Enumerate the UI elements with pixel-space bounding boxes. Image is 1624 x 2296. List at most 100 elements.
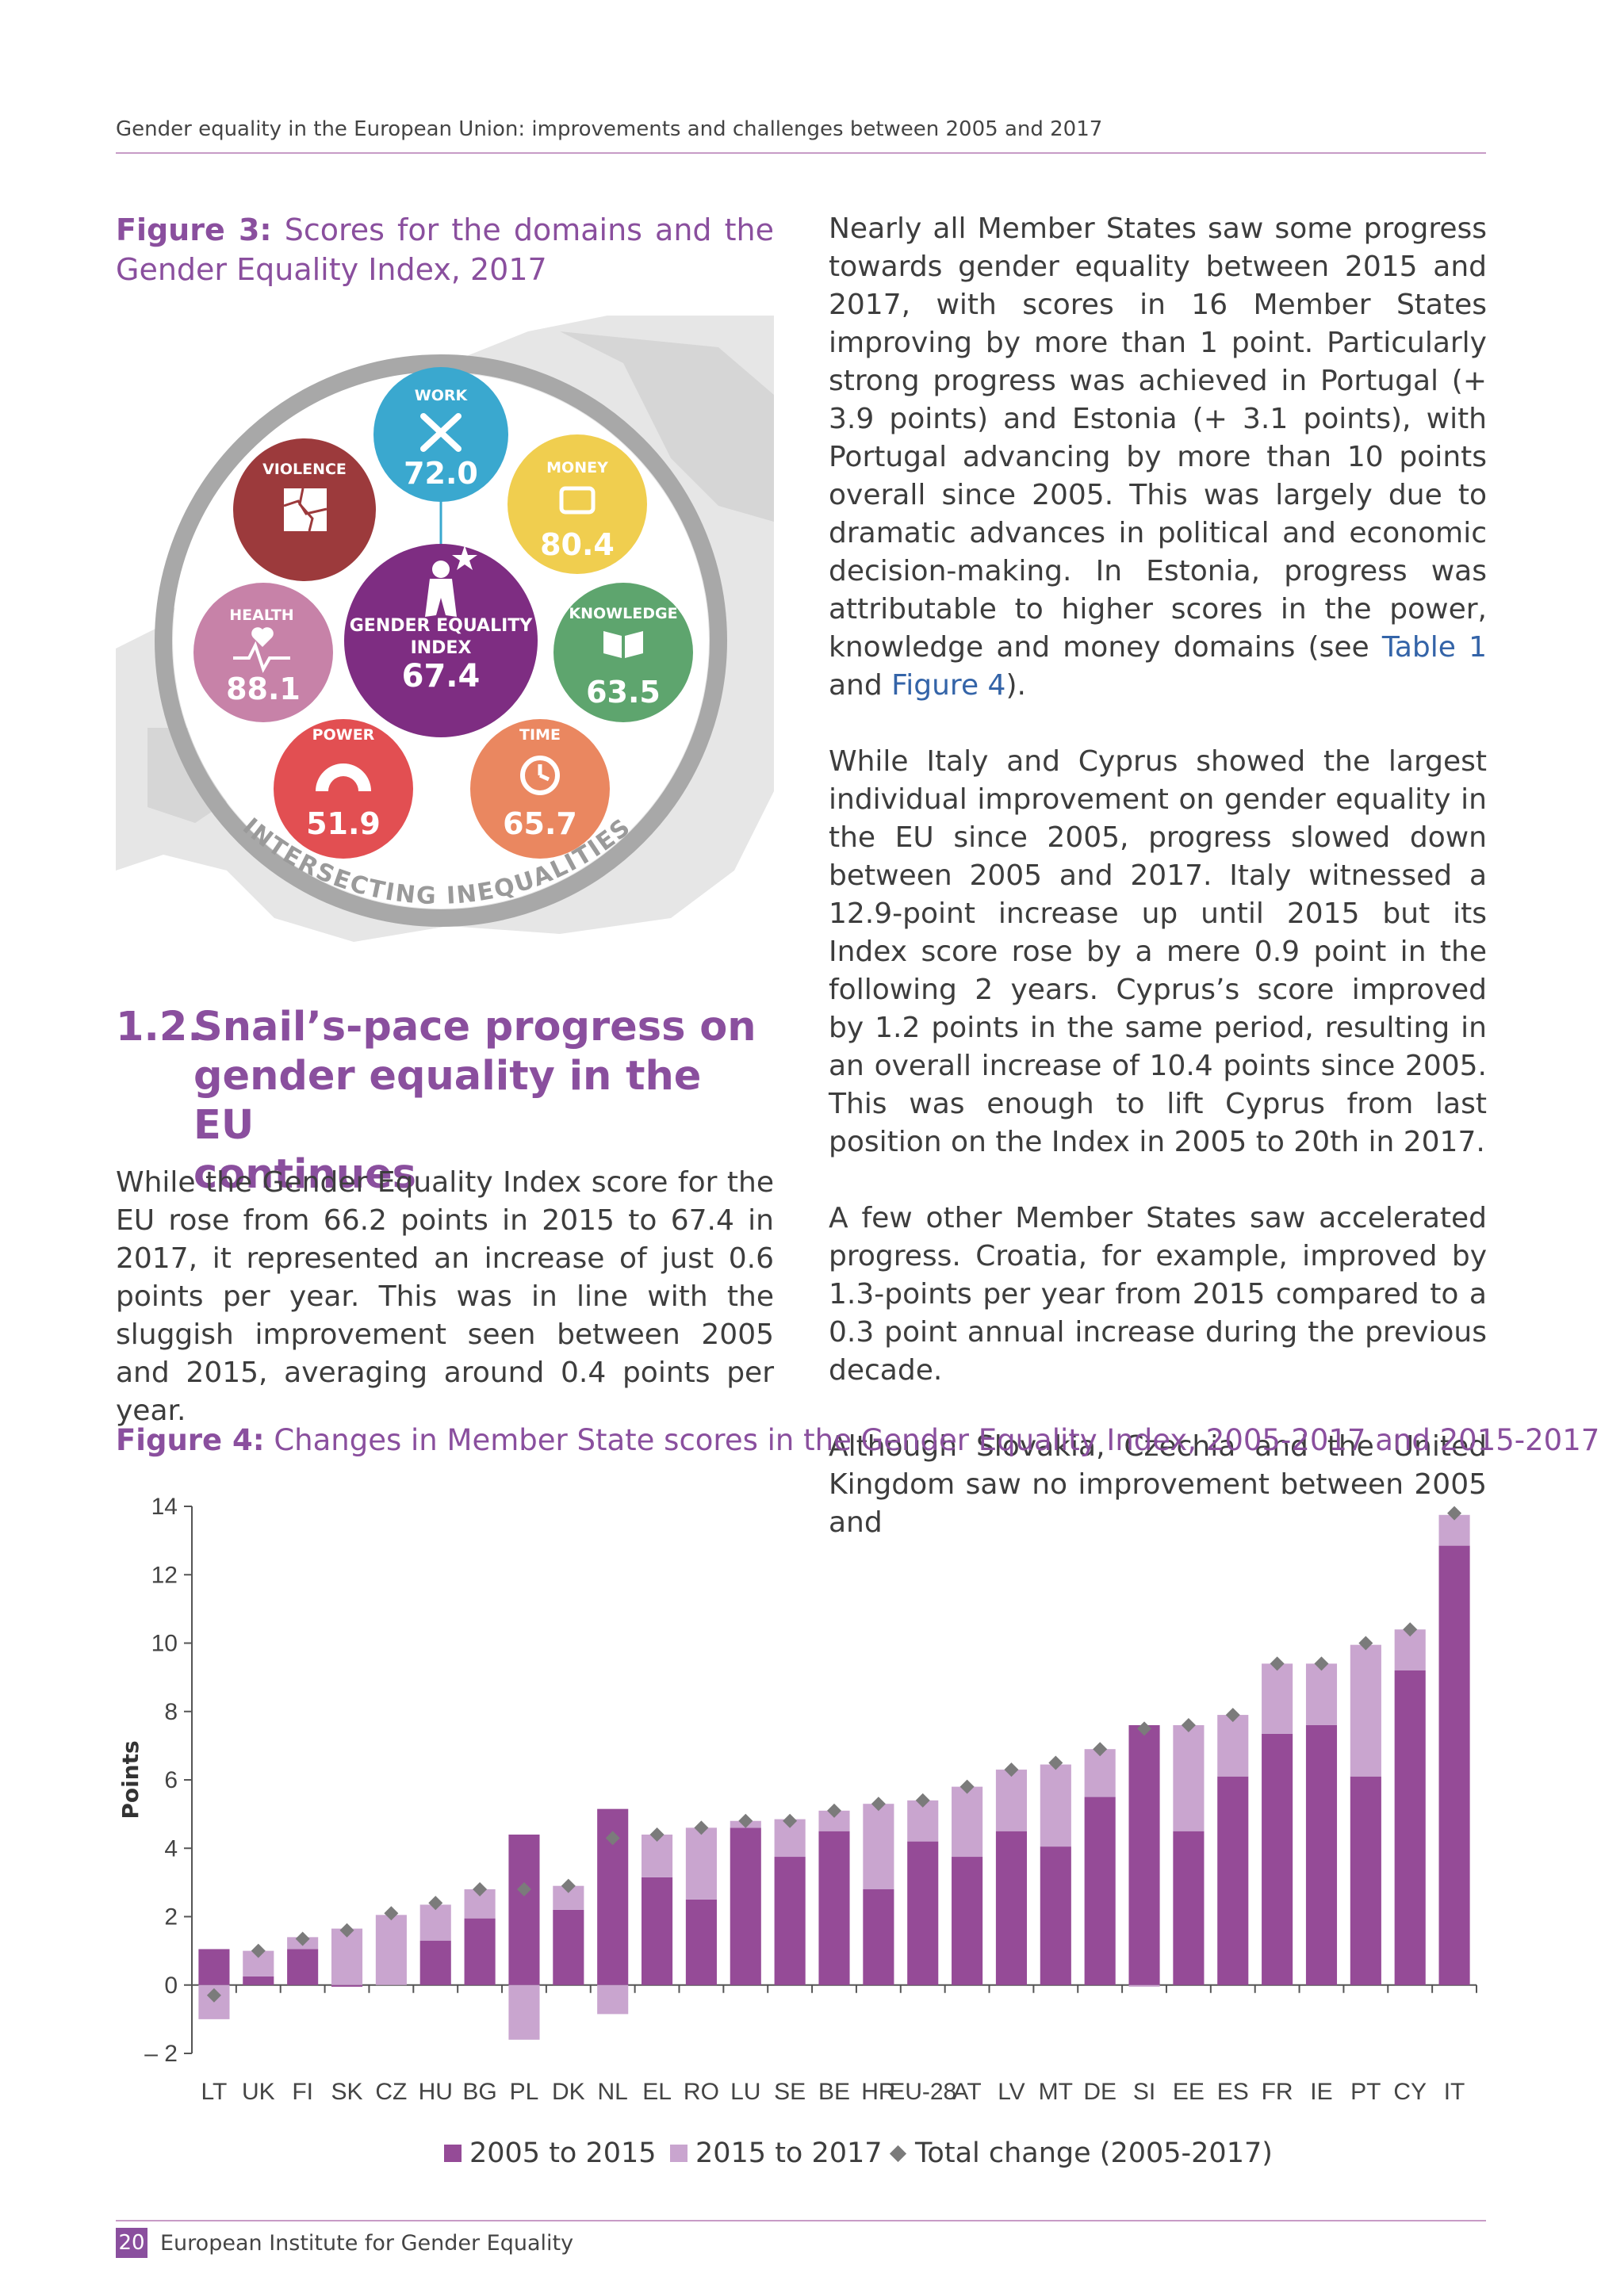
x-tick-label: ES — [1217, 2079, 1249, 2105]
bar-2005-2015 — [952, 1857, 983, 1985]
x-tick-label: DK — [552, 2079, 585, 2105]
domain-knowledge: KNOWLEDGE 63.5 — [553, 583, 693, 722]
marker-total-change — [516, 1882, 531, 1896]
y-tick-label: 10 — [151, 1631, 178, 1657]
marker-total-change — [1004, 1762, 1019, 1777]
legend-item-total-change: Total change (2005-2017) — [889, 2137, 1273, 2169]
bar-2005-2015 — [1305, 1725, 1338, 1985]
x-tick-label: LV — [998, 2079, 1025, 2105]
marker-total-change — [827, 1803, 841, 1818]
book-icon — [603, 631, 643, 658]
x-tick-label: UK — [242, 2079, 275, 2105]
bar-2005-2015 — [243, 1976, 274, 1985]
marker-total-change — [1403, 1622, 1418, 1637]
violence-label: VIOLENCE — [262, 461, 347, 478]
x-tick-label: SK — [331, 2079, 363, 2105]
bar-2015-2017 — [1040, 1764, 1071, 1847]
marker-total-change — [1270, 1656, 1285, 1671]
marker-total-change — [561, 1878, 576, 1893]
legend-swatch-2005-2015 — [444, 2145, 462, 2162]
bar-2005-2015 — [818, 1831, 850, 1985]
money-value: 80.4 — [540, 527, 615, 562]
figure4-link[interactable]: Figure 4 — [891, 669, 1006, 702]
x-tick-label: DE — [1083, 2079, 1116, 2105]
bar-2005-2015 — [464, 1918, 496, 1985]
person-star-icon — [425, 545, 477, 617]
gender-equality-index-center: GENDER EQUALITY INDEX 67.4 — [344, 544, 538, 737]
bar-2015-2017 — [1128, 1984, 1160, 1987]
bar-2015-2017 — [419, 1904, 451, 1941]
bar-2005-2015 — [1084, 1797, 1116, 1985]
x-tick-label: FI — [292, 2079, 313, 2105]
domain-health: HEALTH 88.1 — [193, 583, 333, 722]
x-tick-label: BE — [818, 2079, 850, 2105]
y-tick-label: 0 — [164, 1973, 178, 1999]
y-axis-title: Points — [117, 1740, 144, 1819]
bar-2005-2015 — [685, 1899, 717, 1985]
money-circle — [508, 434, 647, 574]
domain-time: TIME 65.7 — [470, 719, 610, 859]
bar-2005-2015 — [774, 1857, 806, 1985]
intersecting-inequalities-ring — [155, 354, 727, 927]
marker-total-change — [1358, 1636, 1373, 1651]
clock-icon — [520, 756, 560, 795]
marker-total-change — [1225, 1708, 1240, 1723]
marker-total-change — [915, 1793, 930, 1808]
gender-equality-index-infographic: INTERSECTING INEQUALITIES WORK 72.0 MONE… — [116, 316, 774, 942]
bar-2005-2015 — [1173, 1831, 1205, 1985]
marker-total-change — [251, 1943, 266, 1958]
marker-total-change — [1048, 1755, 1063, 1770]
domain-power: POWER 51.9 — [274, 719, 413, 859]
time-circle — [470, 719, 610, 859]
center-label-line1: GENDER EQUALITY — [350, 616, 534, 636]
bar-2005-2015 — [642, 1877, 673, 1985]
bar-2015-2017 — [508, 1984, 540, 2040]
marker-total-change — [1093, 1742, 1108, 1757]
work-label: WORK — [415, 387, 469, 404]
figure4-title: Changes in Member State scores in the Ge… — [274, 1423, 1600, 1457]
power-circle — [274, 719, 413, 859]
marker-total-change — [1447, 1506, 1462, 1521]
x-tick-label: RO — [684, 2079, 719, 2105]
section-title-line3: continues — [193, 1151, 416, 1198]
x-tick-label: PT — [1350, 2079, 1381, 2105]
bar-2005-2015 — [730, 1827, 761, 1985]
figure3-title: Scores for the domains and the Gender Eq… — [116, 212, 774, 287]
marker-total-change — [473, 1882, 488, 1896]
bar-2015-2017 — [863, 1804, 894, 1889]
x-tick-label: EL — [642, 2079, 672, 2105]
bar-2005-2015 — [1040, 1846, 1071, 1985]
header-rule — [116, 152, 1486, 154]
bar-2015-2017 — [375, 1915, 407, 1985]
marker-total-change — [959, 1779, 975, 1794]
marker-total-change — [783, 1813, 798, 1828]
x-tick-label: IT — [1444, 2079, 1465, 2105]
bar-2015-2017 — [331, 1928, 363, 1985]
table1-link[interactable]: Table 1 — [1381, 631, 1487, 664]
time-label: TIME — [519, 726, 561, 744]
health-value: 88.1 — [226, 672, 301, 706]
x-tick-label: BG — [462, 2079, 496, 2105]
knowledge-label: KNOWLEDGE — [569, 605, 677, 622]
bar-2005-2015 — [1262, 1733, 1293, 1985]
bar-2005-2015 — [198, 1949, 230, 1985]
bar-2015-2017 — [1173, 1725, 1205, 1831]
section-paragraph: While the Gender Equality Index score fo… — [116, 1166, 774, 1427]
legend-swatch-2015-2017 — [670, 2145, 688, 2162]
center-value: 67.4 — [402, 658, 481, 695]
x-tick-label: EU-28 — [889, 2079, 956, 2105]
marker-total-change — [1137, 1721, 1152, 1736]
marker-total-change — [1181, 1718, 1196, 1732]
x-tick-label: CZ — [375, 2079, 407, 2105]
y-tick-label: 12 — [151, 1562, 178, 1588]
bar-2015-2017 — [597, 1984, 629, 2015]
bar-2005-2015 — [1394, 1670, 1426, 1985]
y-tick-label: 6 — [164, 1767, 178, 1793]
right-paragraph-1: Nearly all Member States saw some progre… — [829, 212, 1487, 702]
marker-total-change — [694, 1820, 709, 1835]
right-column: Nearly all Member States saw some progre… — [829, 210, 1487, 1580]
marker-total-change — [1314, 1656, 1329, 1671]
bar-2005-2015 — [1128, 1725, 1160, 1985]
x-tick-label: SE — [774, 2079, 806, 2105]
figure4-caption: Figure 4: Changes in Member State scores… — [116, 1423, 1599, 1457]
